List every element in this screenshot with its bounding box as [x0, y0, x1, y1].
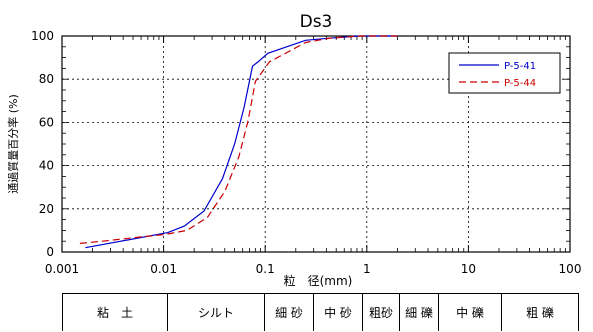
soil-classification-table: 粘 土 シルト 細 砂 中 砂 粗砂 細 礫 中 礫 粗 礫	[62, 293, 579, 331]
chart-title: Ds3	[300, 12, 333, 32]
soil-class-coarse-gravel: 粗 礫	[501, 293, 579, 331]
soil-class-silt: シルト	[167, 293, 265, 331]
soil-class-fine-gravel: 細 礫	[399, 293, 439, 331]
x-axis-label: 粒 径(mm)	[284, 273, 353, 288]
x-tick-label: 0.1	[256, 262, 275, 276]
soil-class-medium-gravel: 中 礫	[438, 293, 502, 331]
legend-box	[448, 52, 561, 94]
legend-label-1: P-5-41	[504, 61, 536, 72]
y-tick-label: 80	[39, 72, 54, 86]
soil-class-clay: 粘 土	[62, 293, 168, 331]
series-line-2	[79, 35, 398, 244]
chart-plot: 0.001 0.01 0.1 1 10 100 0 20 40 60 80 100 Ds3 粒 径(mm)…	[6, 12, 582, 288]
soil-class-coarse-sand: 粗砂	[362, 293, 400, 331]
y-tick-label: 60	[39, 115, 54, 129]
legend-label-2: P-5-44	[504, 78, 536, 89]
x-tick-label: 1	[363, 262, 371, 276]
y-axis-label: 通過質量百分率 (%)	[6, 94, 20, 194]
x-tick-label: 0.01	[150, 262, 177, 276]
soil-class-medium-sand: 中 砂	[313, 293, 363, 331]
y-tick-label: 100	[31, 29, 54, 43]
soil-class-fine-sand: 細 砂	[264, 293, 314, 331]
y-tick-label: 40	[39, 159, 54, 173]
plot-frame	[61, 35, 571, 253]
x-tick-label: 0.001	[45, 262, 79, 276]
series-line-1	[85, 35, 398, 249]
y-tick-label: 20	[39, 202, 54, 216]
x-tick-label: 10	[461, 262, 476, 276]
y-tick-label: 0	[46, 245, 54, 259]
x-tick-label: 100	[559, 262, 582, 276]
